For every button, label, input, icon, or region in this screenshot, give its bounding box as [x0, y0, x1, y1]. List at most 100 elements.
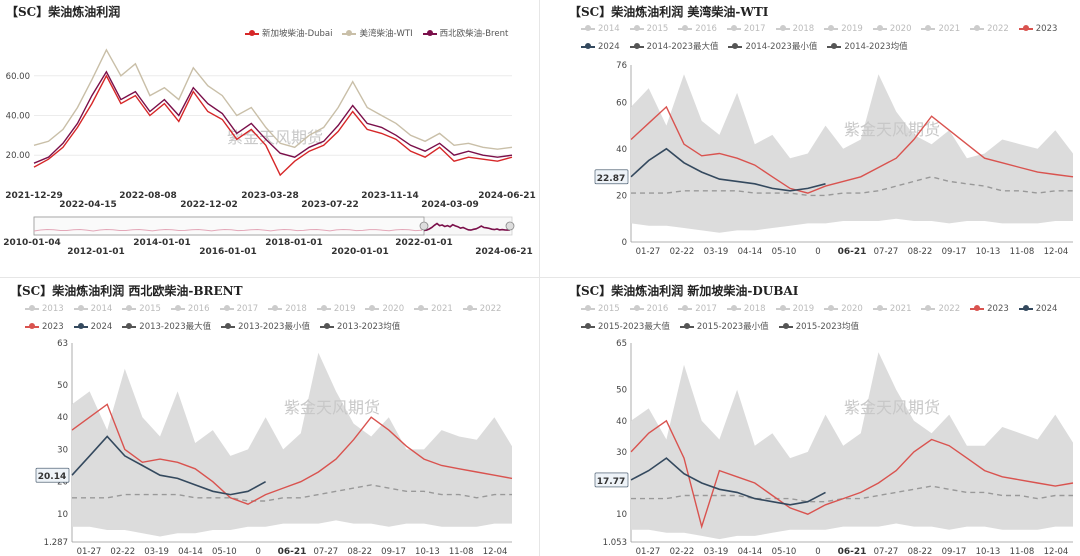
legend-item[interactable]: 2013 [25, 304, 64, 314]
y-tick-label: 76 [616, 61, 627, 71]
legend-item[interactable]: 2013-2023最大值 [122, 320, 211, 332]
legend-item[interactable]: 2018 [726, 304, 766, 314]
legend-marker-icon [824, 304, 839, 311]
legend-item[interactable]: 2015 [629, 24, 668, 34]
legend-item[interactable]: 2024 [581, 42, 620, 52]
legend-marker-icon [342, 29, 357, 36]
legend-label: 2019 [792, 304, 815, 314]
x-tick-label: 10-13 [415, 547, 440, 556]
series-line-西北欧柴油-Brent [33, 70, 513, 164]
legend-item[interactable]: 2019 [824, 24, 863, 34]
legend-marker-icon [170, 304, 185, 311]
legend-label: 2017 [743, 24, 766, 34]
legend-item[interactable]: 2016 [678, 24, 717, 34]
legend-marker-icon [629, 304, 644, 311]
legend-item[interactable]: 美湾柴油-WTI [342, 27, 413, 39]
legend-item[interactable]: 2013-2023均值 [319, 320, 400, 332]
x-tick-label: 07-27 [874, 547, 899, 556]
legend-item[interactable]: 2016 [629, 304, 668, 314]
navigator-handle-left[interactable] [419, 221, 429, 231]
x-tick-label: 06-21 [278, 547, 307, 556]
y-tick-label: 65 [616, 339, 627, 349]
legend-item[interactable]: 2021 [414, 304, 453, 314]
y-tick-label: 30 [57, 445, 68, 455]
legend-item[interactable]: 2015-2023最小值 [679, 320, 769, 332]
legend-item[interactable]: 2020 [824, 304, 863, 314]
legend-marker-icon [219, 304, 234, 311]
legend-item[interactable]: 2015-2023均值 [778, 320, 859, 332]
y-tick-label: 20 [616, 191, 627, 201]
legend-item[interactable]: 2014 [73, 304, 112, 314]
legend-marker-icon [319, 322, 334, 329]
legend-item[interactable]: 2022 [462, 304, 501, 314]
legend-item[interactable]: 2020 [365, 304, 404, 314]
legend-item[interactable]: 2014-2023最小值 [728, 40, 817, 52]
legend-label: 2018 [285, 304, 307, 314]
legend-row-1: 2015 2016 2017 2018 2019 2020 2021 2022 2023 2024 [581, 304, 1067, 314]
legend-item[interactable]: 2017 [678, 304, 717, 314]
legend-marker-icon [678, 24, 693, 31]
x-tick-label: 01-27 [636, 247, 661, 257]
x-tick-label: 08-22 [347, 547, 372, 556]
y-tick-label: 40 [616, 145, 627, 155]
mean-line [72, 484, 512, 502]
legend-item[interactable]: 2024 [73, 322, 112, 332]
legend-item[interactable]: 2019 [775, 304, 815, 314]
legend-label: 2014-2023最小值 [745, 42, 818, 52]
legend-item[interactable]: 西北欧柴油-Brent [422, 27, 508, 39]
y-tick-label: 40 [616, 417, 627, 427]
legend-item[interactable]: 2014-2023最大值 [629, 40, 718, 52]
x-tick-label: 01-27 [77, 547, 102, 556]
legend-marker-icon [122, 304, 137, 311]
x-tick-label: 08-22 [908, 247, 933, 257]
legend-item[interactable]: 2018 [268, 304, 307, 314]
x-tick-label: 2024-06-21 [478, 191, 536, 201]
range-band-area [72, 352, 512, 537]
last-value-badge [35, 467, 70, 483]
last-value-label: 17.77 [597, 477, 625, 487]
legend-item[interactable]: 2022 [970, 24, 1009, 34]
legend-item[interactable]: 2016 [170, 304, 210, 314]
legend-marker-icon [422, 29, 437, 36]
legend-item[interactable]: 2020 [872, 24, 911, 34]
panel-title: 【SC】柴油炼油利润 西北欧柴油-BRENT [10, 284, 243, 298]
legend-marker-icon [970, 24, 985, 31]
legend-item[interactable]: 2023 [1018, 24, 1057, 34]
legend-item[interactable]: 2015 [581, 304, 620, 314]
range-band-area [631, 352, 1073, 540]
legend-item[interactable]: 2022 [921, 304, 960, 314]
x-tick-label: 06-21 [838, 247, 867, 257]
legend-item[interactable]: 2018 [775, 24, 814, 34]
x-tick-label: 09-17 [942, 247, 967, 257]
legend-item[interactable]: 2014 [581, 24, 620, 34]
legend-item[interactable]: 新加坡柴油-Dubai [245, 27, 332, 39]
last-value-badge [594, 169, 629, 185]
legend-row-2: 2023 2024 2013-2023最大值 2013-2023最小值 2013-202… [25, 320, 410, 332]
legend-label: 2013-2023最小值 [238, 322, 310, 332]
legend-item[interactable]: 2023 [970, 304, 1009, 314]
series-2023-line [71, 403, 513, 505]
legend-item[interactable]: 2013-2023最小值 [221, 320, 310, 332]
legend-item[interactable]: 2014-2023均值 [827, 40, 908, 52]
panel-title: 【SC】柴油炼油利润 美湾柴油-WTI [569, 5, 769, 19]
legend-item[interactable]: 2024 [1018, 304, 1058, 314]
legend-item[interactable]: 2015 [122, 304, 161, 314]
legend-marker-icon [872, 304, 887, 311]
legend-label: 2024 [598, 42, 620, 52]
navigator-handle-right[interactable] [505, 221, 515, 231]
y-tick-label: 40 [57, 413, 68, 423]
y-tick-label: 20 [57, 478, 68, 488]
chart-panel-overview: 【SC】柴油炼油利润 新加坡柴油-Dubai 美湾柴油-WTI 西北欧柴油-Bren… [0, 0, 538, 276]
x-tick-label: 02-22 [110, 547, 135, 556]
legend-item[interactable]: 2021 [921, 24, 960, 34]
legend-item[interactable]: 2015-2023最大值 [581, 320, 670, 332]
legend-label: 2017 [695, 304, 717, 314]
legend-label: 2017 [236, 304, 259, 314]
legend-item[interactable]: 2017 [219, 304, 259, 314]
legend-label: 2024 [1035, 304, 1058, 314]
legend-item[interactable]: 2021 [872, 304, 911, 314]
legend-item[interactable]: 2023 [25, 322, 64, 332]
legend-item[interactable]: 2017 [726, 24, 766, 34]
legend-item[interactable]: 2019 [316, 304, 355, 314]
x-tick-label: 01-27 [636, 547, 661, 556]
